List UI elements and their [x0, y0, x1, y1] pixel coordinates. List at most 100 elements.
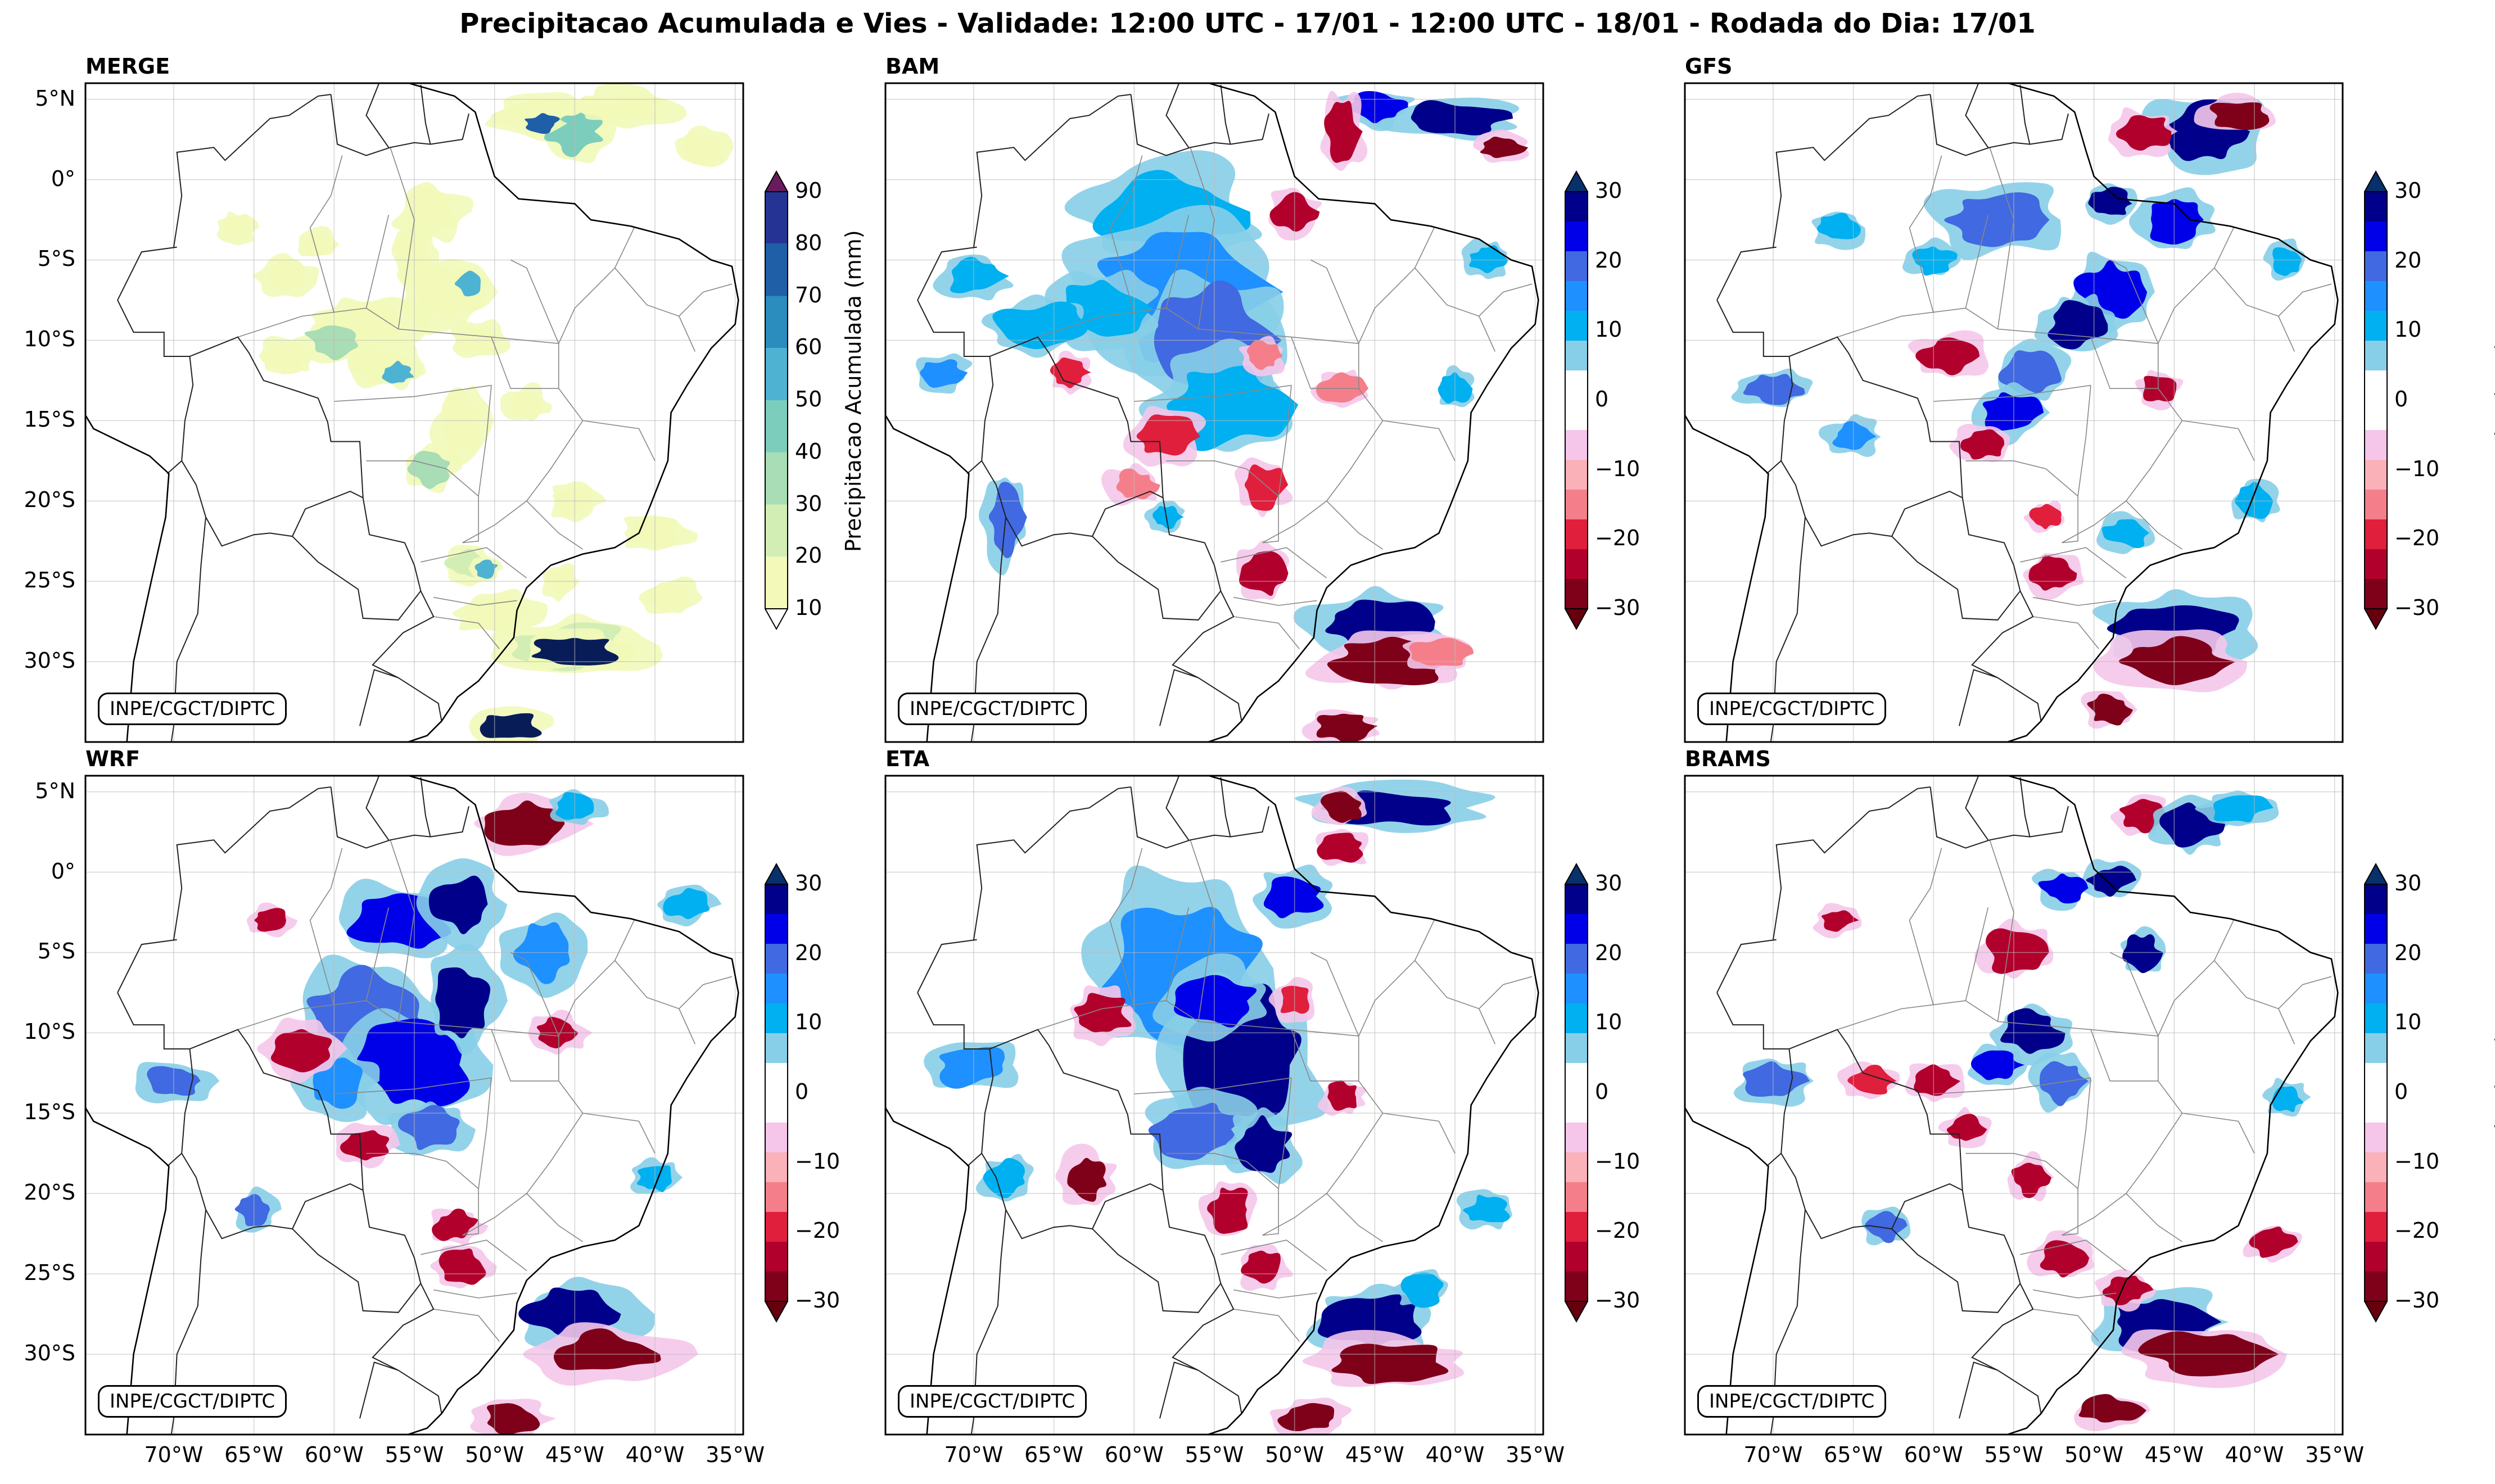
- coastline: [85, 83, 739, 742]
- field-blob: [1067, 1157, 1107, 1202]
- field-blob: [382, 360, 414, 384]
- field-blob: [406, 187, 456, 234]
- lat-label: 5°S: [37, 939, 75, 964]
- colorbar-tick: 30: [795, 491, 822, 516]
- field-blob: [1074, 993, 1132, 1033]
- field-blob: [1174, 975, 1257, 1028]
- field-blob: [1982, 392, 2044, 432]
- field-blob: [1206, 1187, 1248, 1234]
- credit-label: INPE/CGCT/DIPTC: [898, 1385, 1087, 1418]
- colorbar-tick: −10: [1595, 456, 1640, 481]
- lon-label: 55°W: [1984, 1442, 2044, 1467]
- colorbar-segment: [1565, 884, 1588, 914]
- field-blob: [270, 1029, 332, 1073]
- colorbar-segment: [1565, 1063, 1588, 1093]
- lon-label: 35°W: [1506, 1442, 1565, 1467]
- field-blob: [2150, 199, 2204, 245]
- field-blob: [1743, 1061, 1810, 1097]
- map-brams: [1684, 775, 2344, 1436]
- colorbar-segment: [765, 884, 788, 914]
- lat-label: 0°: [51, 166, 75, 191]
- colorbar-segment: [2365, 430, 2387, 460]
- colorbar-segment: [1565, 490, 1588, 519]
- field-blob: [1821, 910, 1859, 932]
- field-blob: [627, 516, 679, 550]
- field-blob: [2122, 934, 2164, 974]
- colorbar-tick: 10: [1595, 1010, 1622, 1035]
- field-blob: [1480, 137, 1529, 159]
- panel-title: BAM: [885, 54, 940, 79]
- field-blob: [304, 325, 358, 360]
- lat-label: 15°S: [24, 407, 75, 432]
- field-blob: [2118, 636, 2236, 685]
- coastline: [85, 776, 739, 1435]
- field-blob: [2011, 1162, 2051, 1198]
- colorbar-tick: 20: [795, 940, 822, 965]
- coastline: [1685, 83, 2339, 742]
- field-blob: [1327, 1080, 1357, 1111]
- lon-label: 65°W: [224, 1442, 284, 1467]
- field-blob: [1152, 505, 1184, 530]
- colorbar-tick: −10: [2394, 456, 2440, 481]
- colorbar-segment: [2365, 974, 2387, 1003]
- field-blob: [1915, 337, 1980, 375]
- map-gfs: [1684, 82, 2344, 743]
- colorbar-tick: 10: [795, 1010, 822, 1035]
- colorbar-segment: [765, 504, 788, 557]
- colorbar-tick: −20: [2394, 1218, 2440, 1243]
- lon-label: 45°W: [1345, 1442, 1404, 1467]
- field-blob: [254, 908, 286, 932]
- colorbar-segment: [765, 1003, 788, 1033]
- field-blob: [1263, 876, 1324, 919]
- field-blob: [1914, 1064, 1961, 1096]
- colorbar-segment: [765, 556, 788, 609]
- lon-label: 55°W: [385, 1442, 444, 1467]
- colorbar-segment: [2365, 519, 2387, 549]
- colorbar-segment: [2365, 1123, 2387, 1152]
- field-blob: [663, 888, 710, 920]
- colorbar-tick: −30: [2394, 595, 2440, 620]
- field-blob: [487, 1403, 540, 1435]
- lon-label: 65°W: [1024, 1442, 1084, 1467]
- field-blob: [2040, 1240, 2090, 1278]
- colorbar-segment: [765, 944, 788, 974]
- colorbar-tick: 50: [795, 387, 822, 411]
- field-blob: [464, 595, 531, 631]
- colorbar-tick: 20: [795, 543, 822, 568]
- lon-label: 35°W: [2305, 1442, 2365, 1467]
- colorbar-tick: 20: [1595, 940, 1622, 965]
- field-blob: [544, 568, 575, 596]
- colorbar-tick: 20: [2394, 247, 2422, 273]
- colorbar-segment: [765, 1152, 788, 1182]
- lon-label: 65°W: [1824, 1442, 1883, 1467]
- field-blob: [442, 387, 482, 451]
- field-blob: [1816, 212, 1861, 239]
- field-blob: [1148, 1102, 1242, 1161]
- lon-label: 40°W: [1425, 1442, 1485, 1467]
- lon-label: 50°W: [465, 1442, 525, 1467]
- field-blob: [397, 1105, 460, 1150]
- colorbar-segment: [2365, 311, 2387, 341]
- panel-brams: BRAMS INPE/CGCT/DIPTC 70°W 65°W 60°W 55°W 50°W…: [1684, 746, 2364, 1467]
- lat-label: 5°N: [35, 778, 75, 803]
- colorbar-segment: [1565, 1242, 1588, 1272]
- colorbar-segment: [765, 400, 788, 453]
- lon-label: 70°W: [944, 1442, 1004, 1467]
- colorbar-tick: 30: [1595, 178, 1622, 203]
- field-blob: [303, 232, 333, 257]
- colorbar-segment: [2365, 1212, 2387, 1242]
- colorbar-segment: [2365, 1242, 2387, 1272]
- colorbar-segment: [1565, 341, 1588, 370]
- colorbar-tick: −30: [795, 1288, 840, 1313]
- field-blob: [1463, 1195, 1510, 1223]
- lon-label: 45°W: [545, 1442, 604, 1467]
- lon-label: 50°W: [1265, 1442, 1325, 1467]
- field-blob: [2102, 1275, 2154, 1306]
- field-blob: [1239, 551, 1289, 596]
- field-blob: [407, 451, 450, 489]
- field-blob: [261, 343, 304, 374]
- map-merge: [84, 82, 744, 743]
- field-blob: [1050, 357, 1091, 388]
